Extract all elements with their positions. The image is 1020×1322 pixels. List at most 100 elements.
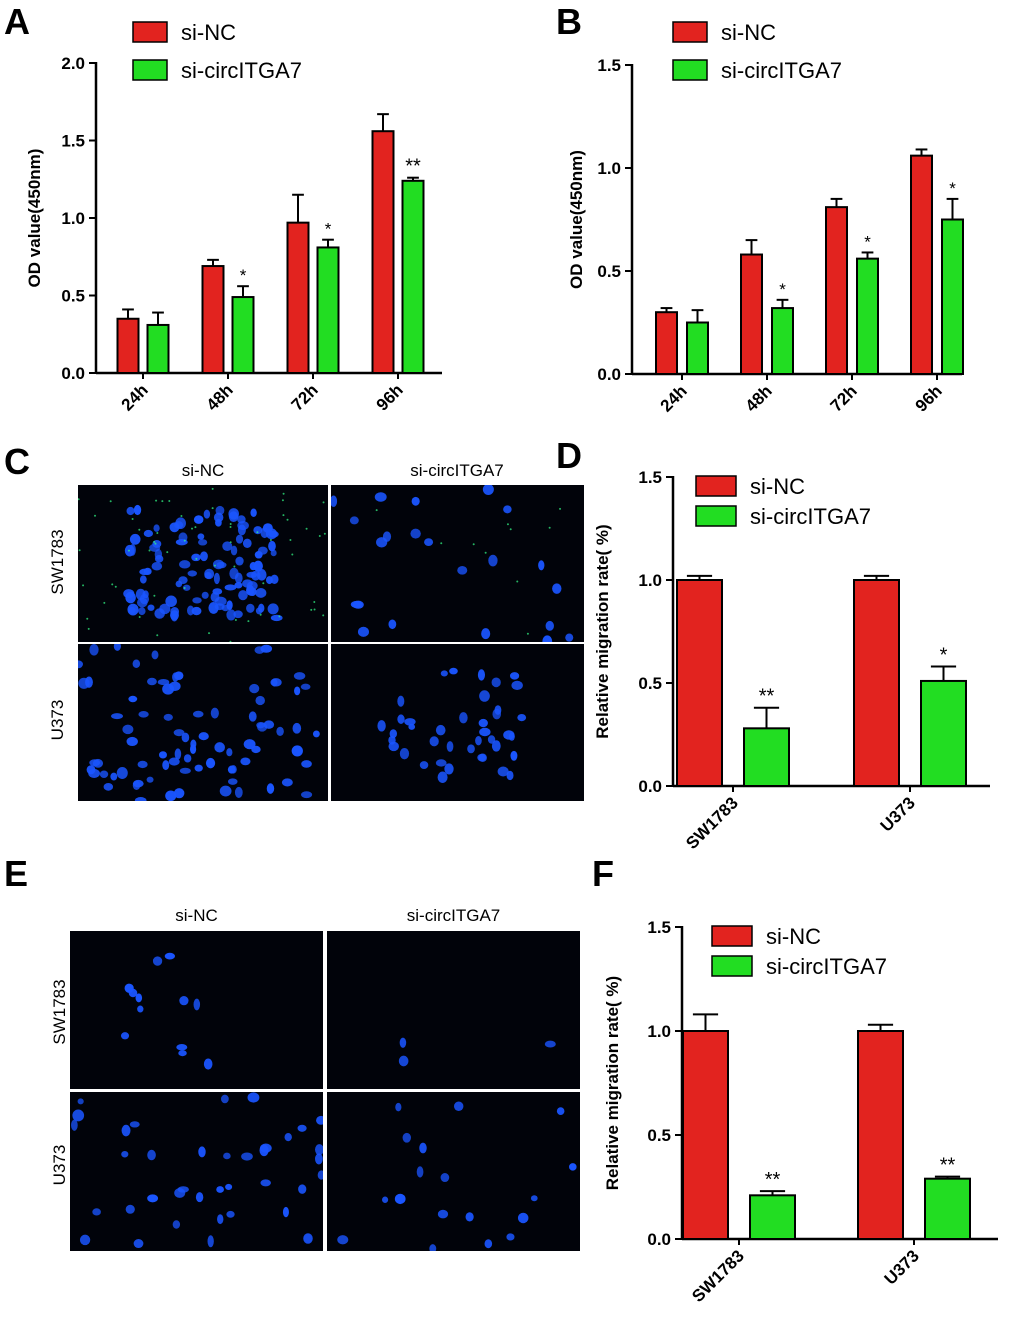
chart-d: 0.0 0.5 1.0 1.5 Relative migration rate( %) *… [593,468,990,853]
legend-label-d: si-NC [750,474,805,499]
y-axis-label-a: OD value(450nm) [25,149,44,288]
significance-mark-a: * [240,266,247,285]
y-tick-label-a: 0.5 [61,287,85,306]
significance-mark-b: * [864,232,871,251]
x-tick-label-d: U373 [877,793,919,835]
y-tick-label-b: 1.5 [597,56,621,75]
bar-b-si-circitga7-24h [686,321,709,375]
legend-label-b: si-NC [721,20,776,45]
bar-a-si-nc-72h [286,221,310,374]
bar-d-si-nc-u373 [853,579,900,787]
significance-mark-d: ** [759,686,775,708]
y-axis-label-d: Relative migration rate( %) [593,524,612,738]
legend-label-a: si-circITGA7 [181,58,302,83]
x-tick-label-f: U373 [881,1246,923,1288]
y-tick-label-d: 0.0 [638,777,662,796]
significance-mark-b: * [949,179,956,198]
nuclei-stain [337,1101,577,1251]
x-tick-label-b: 96h [912,381,946,415]
micrograph-c-sw1783-si-circitga7 [331,485,584,642]
micrograph-e-u373-si-nc [70,1092,323,1251]
y-tick-label-a: 0.0 [61,364,85,383]
y-tick-label-b: 0.0 [597,365,621,384]
micrograph-c-u373-si-nc [78,644,328,801]
x-tick-label-a: 96h [373,380,407,414]
legend-swatch-a [132,59,168,81]
x-tick-label-a: 24h [118,380,152,414]
bar-f-si-nc-u373 [857,1030,904,1240]
legend-label-b: si-circITGA7 [721,58,842,83]
micro-e-col-si-nc: si-NC [175,906,218,925]
x-tick-label-b: 72h [827,381,861,415]
nuclei-stain [331,485,574,642]
y-tick-label-f: 1.0 [647,1022,671,1041]
bar-b-si-circitga7-48h [771,307,794,375]
panel-label-b: B [556,1,582,42]
legend-label-f: si-NC [766,924,821,949]
bar-b-si-nc-48h [740,253,763,376]
bar-b-si-circitga7-96h [941,218,964,375]
micro-c-col-si-circ: si-circITGA7 [410,461,504,480]
bar-b-si-nc-24h [655,311,678,376]
y-tick-label-d: 1.5 [638,468,662,487]
y-tick-label-f: 1.5 [647,918,671,937]
panel-label-e: E [4,853,29,894]
bar-b-si-nc-72h [825,206,848,375]
bar-a-si-circitga7-24h [146,323,170,375]
bar-a-si-nc-24h [116,317,140,374]
bar-a-si-circitga7-96h [401,179,425,374]
significance-mark-b: * [779,280,786,299]
legend-label-a: si-NC [181,20,236,45]
micrograph-e-sw1783-si-circitga7 [327,931,580,1089]
micrograph-e-u373-si-circitga7 [327,1092,580,1251]
significance-mark-a: ** [405,156,421,178]
legend-swatch-f [711,925,753,947]
bar-d-si-circitga7-sw1783 [743,727,790,788]
y-axis-label-b: OD value(450nm) [567,150,586,289]
micrograph-c-sw1783-si-nc [78,485,328,642]
y-tick-label-f: 0.5 [647,1126,671,1145]
y-tick-label-a: 1.0 [61,209,85,228]
legend-swatch-d [695,505,737,527]
panel-label-f: F [592,853,614,894]
y-axis-label-f: Relative migration rate( %) [603,976,622,1190]
y-tick-label-a: 1.5 [61,132,85,151]
significance-mark-a: * [325,220,332,239]
x-tick-label-a: 48h [203,380,237,414]
significance-mark-d: * [940,645,948,667]
legend-swatch-a [132,21,168,43]
nuclei-stain [377,667,527,783]
nuclei-stain [78,644,320,801]
legend-swatch-b [672,59,708,81]
micrograph-grid-e [70,931,580,1251]
legend-swatch-b [672,21,708,43]
bar-b-si-circitga7-72h [856,257,879,376]
bar-a-si-circitga7-48h [231,296,255,374]
bar-a-si-nc-96h [371,130,395,374]
panel-label-c: C [4,441,30,482]
chart-b: 0.0 0.5 1.0 1.5 OD value(450nm) 24h * 48h * 72h * 9… [567,20,964,416]
bar-f-si-circitga7-u373 [924,1177,971,1241]
nuclei-stain [398,1037,556,1067]
bar-f-si-circitga7-sw1783 [749,1194,796,1240]
bar-b-si-nc-96h [910,154,933,375]
bar-a-si-nc-48h [201,265,225,374]
y-tick-label-a: 2.0 [61,54,85,73]
micro-e-col-si-circ: si-circITGA7 [406,906,501,925]
y-tick-label-d: 1.0 [638,571,662,590]
chart-f: 0.0 0.5 1.0 1.5 Relative migration rate( %) *… [603,918,998,1306]
x-tick-label-b: 48h [742,381,776,415]
y-tick-label-b: 0.5 [597,262,621,281]
legend-swatch-d [695,475,737,497]
nuclei-stain [120,952,213,1070]
micrograph-c-u373-si-circitga7 [331,644,584,801]
micro-c-col-si-nc: si-NC [181,461,225,480]
x-tick-label-b: 24h [657,381,691,415]
y-tick-label-d: 0.5 [638,674,662,693]
legend-label-d: si-circITGA7 [750,504,871,529]
y-tick-label-f: 0.0 [647,1230,671,1249]
y-tick-label-b: 1.0 [597,159,621,178]
significance-mark-f: ** [765,1169,781,1191]
